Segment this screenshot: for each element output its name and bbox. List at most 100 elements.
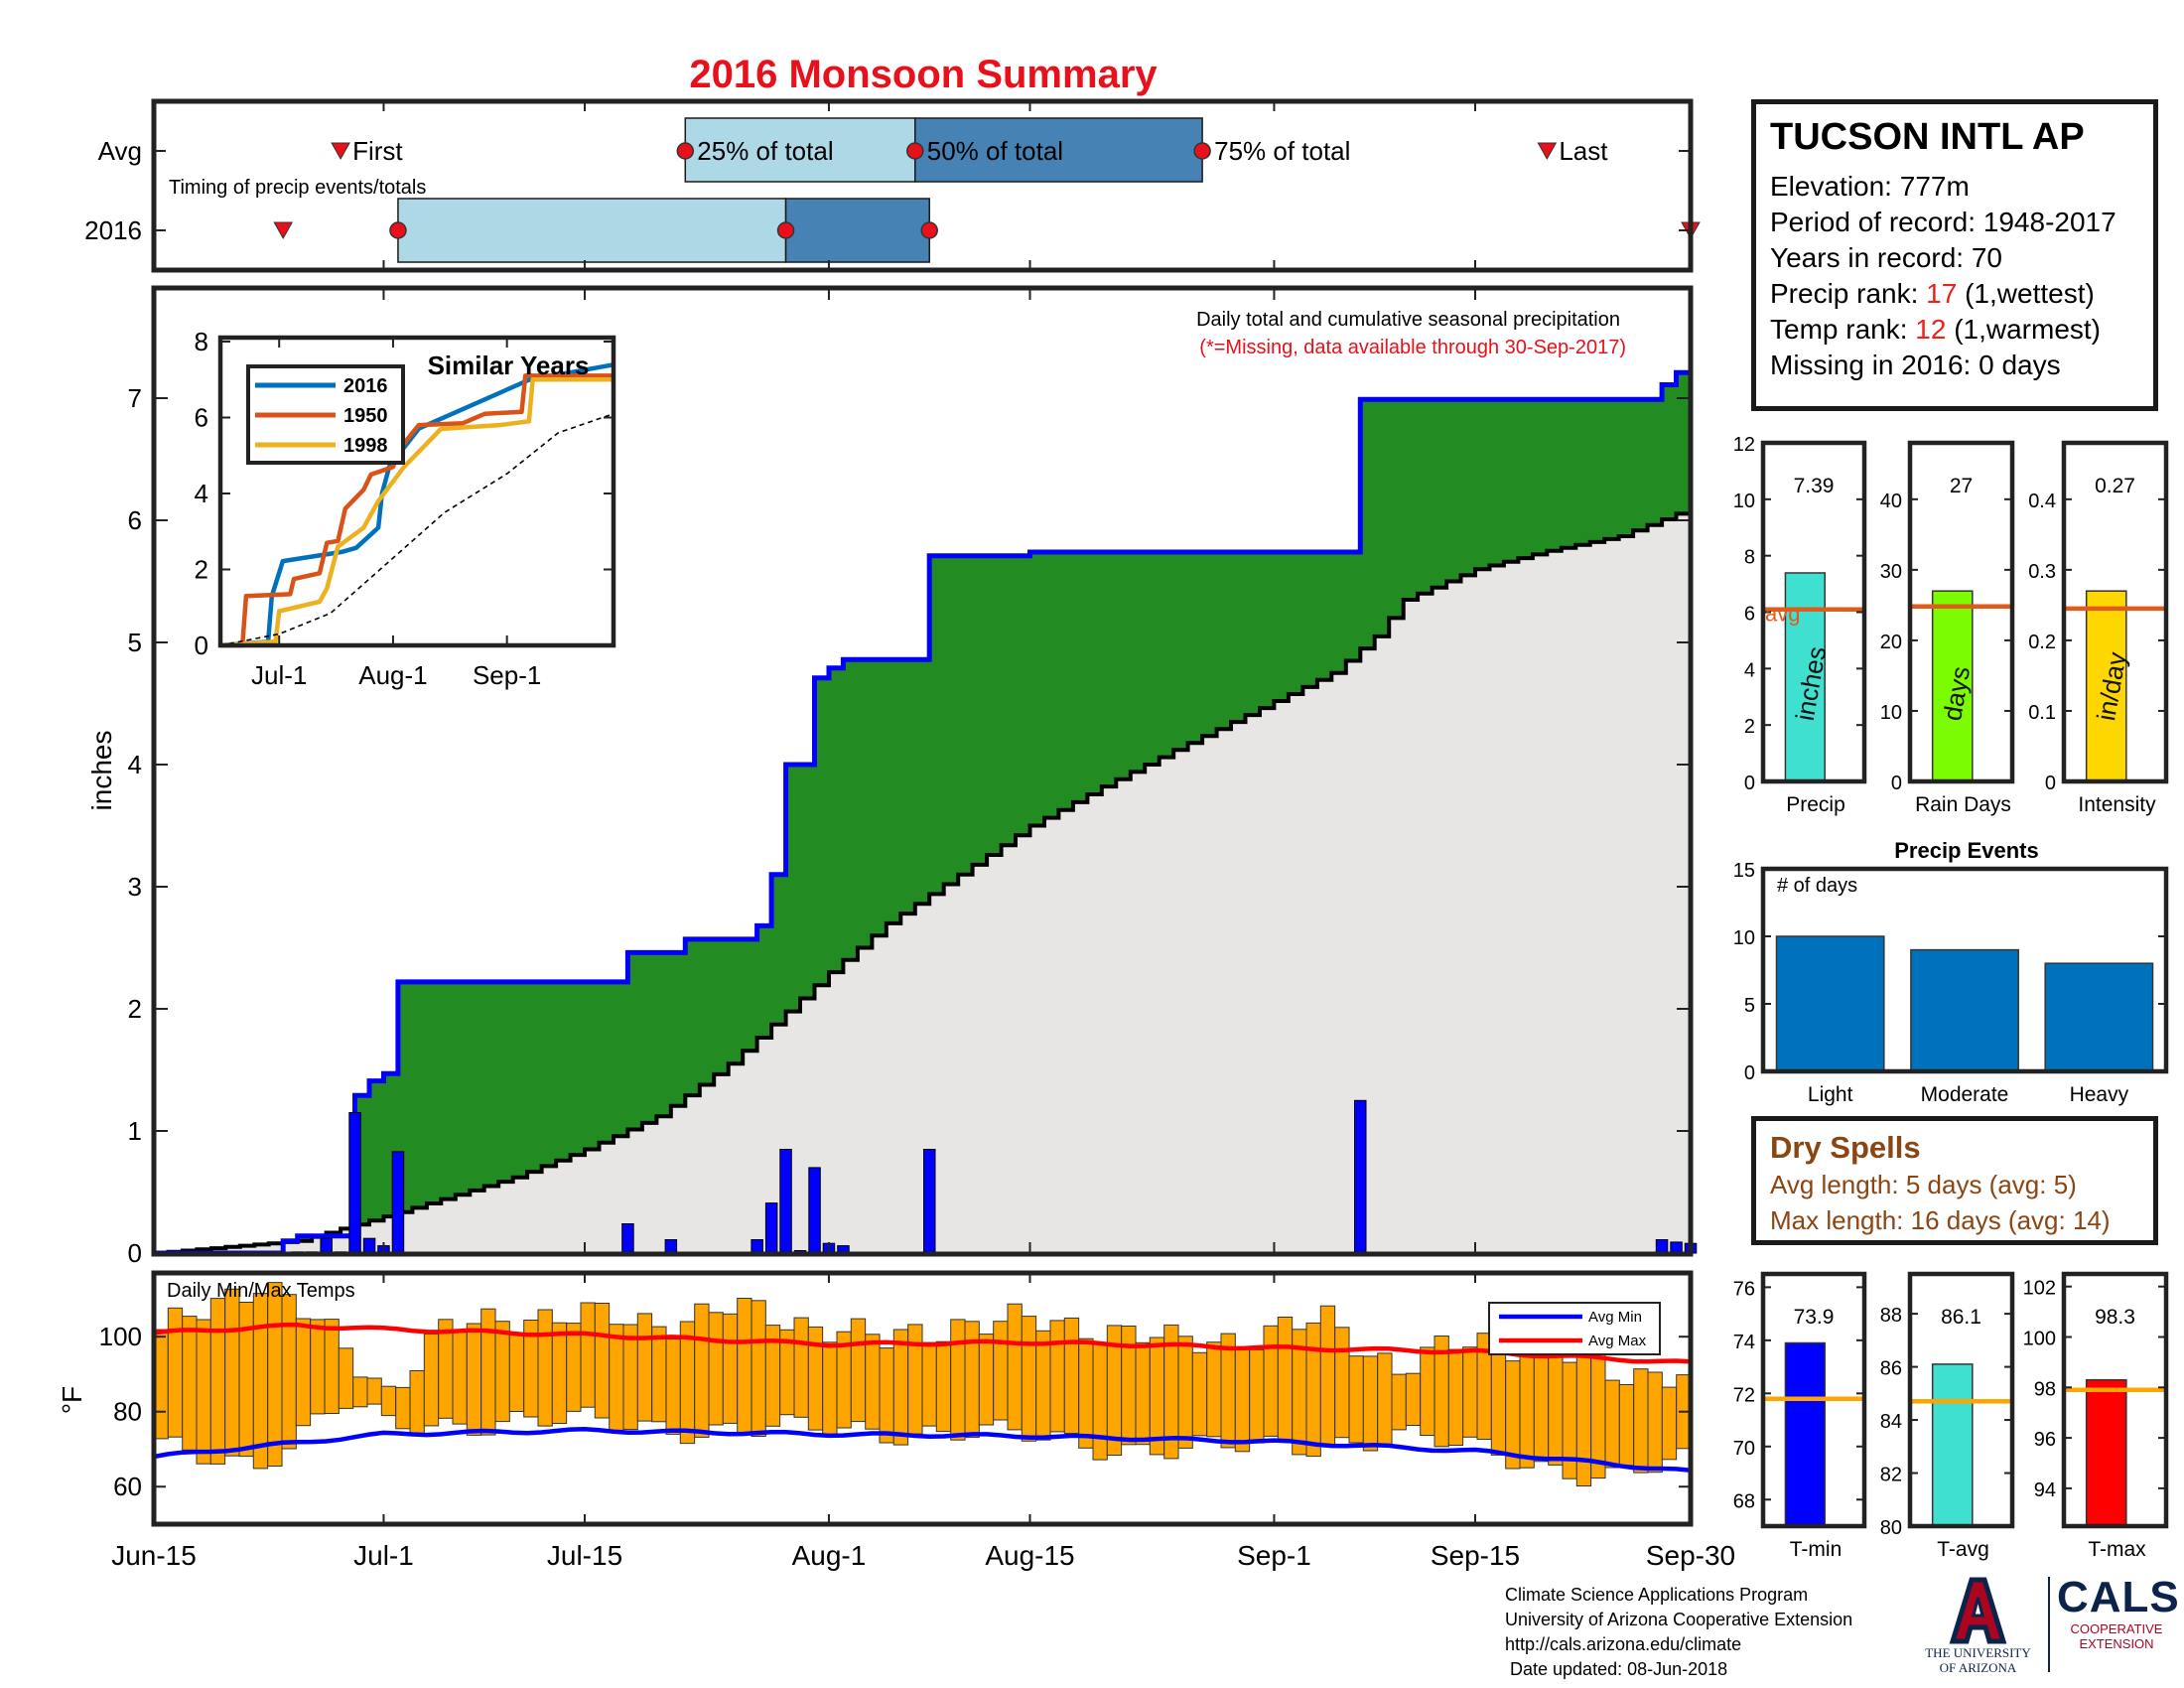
temperature-panel: 60 80 100 Jun-15 Jul-1 Jul-15 Aug-1 Aug-15 Sep-1…: [57, 1270, 1735, 1571]
daily-temp-bar: [182, 1316, 198, 1451]
year-first-marker: [273, 221, 294, 240]
precip-rank-note: (1,wettest): [1957, 278, 2095, 309]
year-p25-marker: [389, 221, 407, 239]
panel-ytick-label: 84: [1880, 1411, 1902, 1433]
daily-temp-bar: [1490, 1341, 1507, 1456]
event-bar: [1775, 935, 1885, 1072]
date-xtick-label: Sep-15: [1431, 1540, 1520, 1571]
panel-ytick-label: 94: [2034, 1479, 2056, 1501]
events-ytick-label: 15: [1733, 860, 1755, 882]
daily-temp-bar: [1305, 1322, 1321, 1458]
panel-ytick-label: 0.2: [2028, 632, 2056, 653]
daily-temp-bar: [281, 1294, 297, 1450]
precip-rank-label: Precip rank:: [1770, 278, 1927, 309]
value-bar: [1784, 1341, 1826, 1527]
event-category-label: Moderate: [1921, 1083, 2009, 1106]
row-label-avg: Avg: [98, 136, 142, 166]
years-label: Years in record:: [1770, 242, 1972, 273]
page-title: 2016 Monsoon Summary: [689, 53, 1158, 96]
inset-ytick-label: 2: [195, 555, 208, 585]
daily-temp-bar: [1618, 1384, 1635, 1467]
avg-p25-marker: [676, 142, 695, 160]
date-xtick-label: Aug-1: [792, 1540, 867, 1571]
inset-legend-label: 1950: [343, 405, 388, 427]
precip-ytick-label: 5: [128, 628, 142, 657]
cals-wordmark: CALS: [2057, 1573, 2180, 1621]
panel-ytick-label: 76: [1733, 1278, 1755, 1300]
panel-ytick-label: 88: [1880, 1305, 1902, 1327]
panel-ytick-label: 8: [1744, 547, 1755, 569]
daily-temp-bar: [566, 1323, 582, 1412]
row-label-2016: 2016: [84, 215, 142, 245]
precip-frame: [151, 285, 1694, 1257]
panel-xlabel: Precip: [1786, 793, 1845, 816]
cals-sub-1: COOPERATIVE: [2070, 1621, 2163, 1636]
daily-temp-bar: [480, 1308, 496, 1436]
arizona-a-icon: [1949, 1577, 2007, 1644]
panel-ytick-label: 70: [1733, 1438, 1755, 1460]
daily-temp-bar: [1092, 1341, 1108, 1461]
daily-temp-bar: [793, 1317, 809, 1418]
precip-ytick-label: 7: [128, 383, 142, 413]
daily-temp-bar: [452, 1332, 468, 1425]
daily-temp-bar: [1191, 1351, 1208, 1437]
daily-temp-bar: [1447, 1348, 1464, 1446]
panel-frame: [1760, 1271, 1867, 1529]
daily-temp-bar: [380, 1385, 397, 1417]
panel-ytick-label: 0.4: [2028, 491, 2056, 512]
panel-frame: [1907, 1271, 2015, 1529]
inset-legend-label: 1998: [343, 435, 388, 457]
inset-legend-label: 2016: [343, 375, 388, 397]
missing-label: Missing in 2016:: [1770, 350, 1979, 380]
daily-temp-bar: [1007, 1303, 1023, 1431]
inset-xtick-label: Sep-1: [473, 660, 541, 690]
event-category-label: Light: [1808, 1083, 1853, 1106]
panel-ytick-label: 68: [1733, 1490, 1755, 1512]
period-row: Period of record: 1948-2017: [1770, 205, 2139, 240]
station-info-panel: TUCSON INTL AP Elevation: 777m Period of…: [1751, 99, 2158, 411]
panel-xlabel: Rain Days: [1915, 793, 2011, 816]
date-xtick-label: Jul-1: [353, 1540, 414, 1571]
daily-temp-bar: [993, 1321, 1009, 1421]
daily-temp-bar: [892, 1329, 909, 1446]
temp-rank-note: (1,warmest): [1946, 314, 2102, 345]
daily-temp-bar: [751, 1300, 766, 1438]
daily-temp-bar: [537, 1309, 553, 1427]
daily-temp-bar: [1391, 1373, 1407, 1431]
temp-legend-label: Avg Max: [1588, 1333, 1647, 1349]
tmin-panel: 68 70 72 74 76 73.9 T-min: [1733, 1271, 1867, 1561]
panel-ytick-label: 12: [1733, 434, 1755, 456]
inset-series-line: [220, 373, 614, 648]
inset-series-line: [219, 362, 614, 648]
panel-ytick-label: 10: [1733, 491, 1755, 512]
above-average-area: [154, 351, 1691, 1253]
value-label: 86.1: [1941, 1306, 1981, 1329]
date-xtick-label: Jun-15: [111, 1540, 197, 1571]
elevation-row: Elevation: 777m: [1770, 169, 2139, 205]
panel-ytick-label: 0: [1744, 773, 1755, 794]
tmax-panel: 94 96 98 100 102 98.3 T-max: [2023, 1271, 2169, 1561]
daily-temp-bar: [865, 1334, 881, 1430]
missing-row: Missing in 2016: 0 days: [1770, 348, 2139, 383]
temp-rank-label: Temp rank:: [1770, 314, 1916, 345]
avg-max-line: [153, 1322, 1692, 1364]
daily-temp-bar: [1405, 1372, 1422, 1426]
temp-annotation: Daily Min/Max Temps: [167, 1280, 355, 1302]
credits-block: Climate Science Applications Program Uni…: [1505, 1583, 1852, 1682]
temp-ytick-label: 80: [113, 1397, 142, 1427]
event-bar: [2044, 962, 2154, 1072]
panel-ytick-label: 40: [1880, 491, 1902, 512]
daily-temp-bar: [1177, 1336, 1193, 1449]
period-label: Period of record:: [1770, 207, 1983, 237]
daily-temp-bar: [409, 1370, 425, 1435]
credits-line-2: University of Arizona Cooperative Extens…: [1505, 1610, 1853, 1629]
daily-temp-bar: [708, 1312, 724, 1426]
daily-temp-bar: [209, 1298, 226, 1465]
temp-frame: [151, 1270, 1694, 1527]
value-label: 98.3: [2095, 1306, 2135, 1329]
value-bar: [1931, 590, 1974, 782]
panel-ytick-label: 80: [1880, 1517, 1902, 1539]
inset-ytick-label: 4: [195, 479, 208, 508]
panel-ytick-label: 82: [1880, 1465, 1902, 1486]
